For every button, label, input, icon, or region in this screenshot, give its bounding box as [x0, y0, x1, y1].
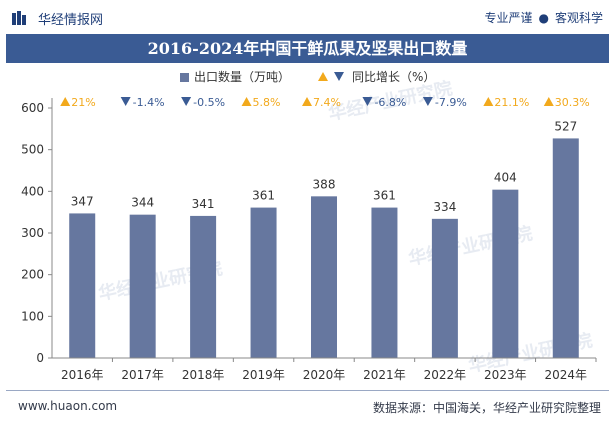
site-name: 华经情报网 [38, 13, 104, 28]
legend-triangle-up-icon [318, 72, 328, 81]
x-tick-label: 2016年 [61, 368, 104, 382]
bar-value-label: 361 [373, 189, 396, 203]
x-tick-label: 2020年 [303, 368, 346, 382]
bar-value-label: 347 [71, 194, 94, 208]
x-tick-label: 2024年 [545, 368, 588, 382]
x-tick-label: 2022年 [424, 368, 467, 382]
growth-label: -1.4% [133, 96, 165, 109]
growth-up-icon [241, 97, 252, 106]
bar [492, 189, 519, 358]
legend-swatch-bar-icon [180, 73, 189, 82]
growth-down-icon [362, 97, 373, 106]
growth-label: -0.5% [193, 96, 225, 109]
y-tick-label: 600 [21, 101, 44, 115]
growth-up-icon [543, 97, 554, 106]
tagline: 专业严谨 ● 客观科学 [484, 9, 603, 26]
x-tick-label: 2021年 [363, 368, 406, 382]
y-tick-label: 500 [21, 143, 44, 157]
bar-value-label: 334 [433, 200, 456, 214]
growth-label: -7.9% [435, 96, 467, 109]
growth-up-icon [302, 97, 312, 106]
y-tick-label: 300 [21, 226, 44, 240]
growth-up-icon [60, 97, 71, 106]
growth-label: 21% [71, 96, 95, 109]
y-tick-label: 100 [21, 309, 44, 323]
x-tick-label: 2018年 [182, 368, 225, 382]
legend-label-export: 出口数量（万吨） [194, 70, 291, 84]
bar [371, 207, 398, 358]
growth-label: 21.1% [494, 96, 529, 109]
bar-value-label: 361 [252, 189, 275, 203]
separator-dot-icon: ● [538, 11, 549, 25]
legend: 出口数量（万吨） 同比增长（%） [0, 68, 615, 88]
y-tick-label: 0 [36, 351, 44, 365]
footer-divider [6, 390, 609, 391]
chart-title: 2016-2024年中国干鲜瓜果及坚果出口数量 [147, 39, 468, 58]
bar [69, 213, 96, 358]
growth-down-icon [181, 97, 192, 106]
bar [431, 218, 458, 358]
bar-value-label: 527 [554, 119, 577, 133]
bar-value-label: 404 [494, 171, 517, 185]
bar [190, 215, 217, 358]
y-tick-label: 400 [21, 184, 44, 198]
bar [129, 214, 156, 358]
y-tick-label: 200 [21, 268, 44, 282]
bar-value-label: 341 [192, 197, 215, 211]
legend-triangle-down-icon [334, 72, 344, 81]
growth-label: -6.8% [374, 96, 406, 109]
bar-value-label: 388 [313, 177, 336, 191]
bar [250, 207, 277, 358]
growth-down-icon [422, 97, 433, 106]
growth-label: 5.8% [253, 96, 281, 109]
legend-item-growth: 同比增长（%） [318, 68, 435, 85]
x-tick-label: 2023年 [484, 368, 527, 382]
x-tick-label: 2017年 [121, 368, 164, 382]
legend-item-export: 出口数量（万吨） [180, 68, 290, 85]
growth-down-icon [120, 97, 131, 106]
growth-label: 30.3% [555, 96, 590, 109]
bar-value-label: 344 [131, 196, 154, 210]
tagline-left: 专业严谨 [484, 11, 533, 25]
footer-source: 数据来源：中国海关，华经产业研究院整理 [372, 401, 601, 415]
bar [552, 138, 579, 358]
top-bar: 华经情报网 专业严谨 ● 客观科学 [0, 0, 615, 34]
title-bar: 2016-2024年中国干鲜瓜果及坚果出口数量 [6, 34, 609, 63]
footer-website: www.huaon.com [18, 399, 118, 413]
bar [311, 196, 337, 358]
logo-icon [12, 11, 26, 25]
growth-label: 7.4% [313, 96, 341, 109]
legend-label-growth: 同比增长（%） [352, 70, 436, 84]
x-tick-label: 2019年 [242, 368, 285, 382]
tagline-right: 客观科学 [554, 11, 603, 25]
growth-up-icon [483, 97, 494, 106]
